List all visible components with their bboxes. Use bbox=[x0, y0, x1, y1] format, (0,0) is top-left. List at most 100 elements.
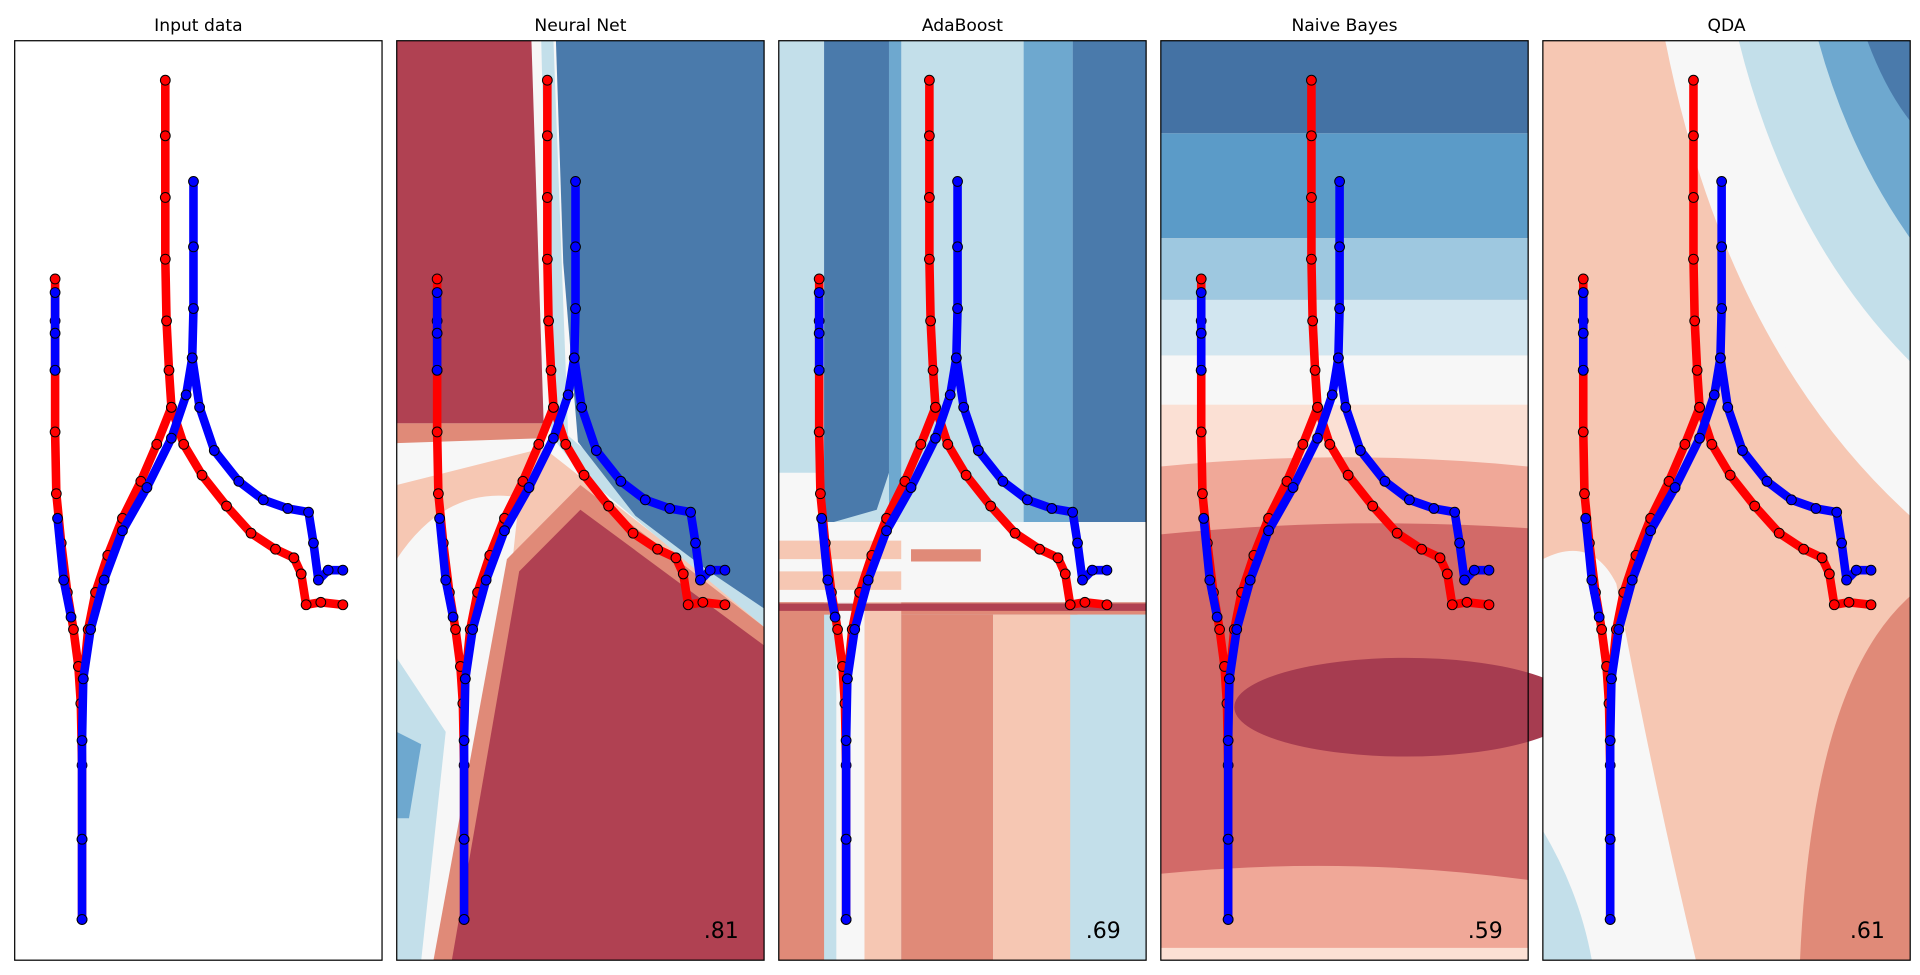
point bbox=[697, 596, 709, 608]
panel: Naive Bayes .59 bbox=[1160, 16, 1578, 961]
point bbox=[1816, 552, 1828, 564]
point bbox=[1326, 389, 1338, 401]
point bbox=[196, 469, 208, 481]
point bbox=[337, 564, 349, 576]
region bbox=[1072, 40, 1147, 523]
point bbox=[862, 574, 874, 586]
point bbox=[1577, 364, 1589, 376]
point bbox=[1596, 624, 1608, 635]
point bbox=[1306, 253, 1317, 265]
point bbox=[1059, 568, 1071, 580]
point bbox=[49, 364, 61, 376]
point bbox=[1604, 914, 1616, 925]
point bbox=[1195, 364, 1207, 376]
point bbox=[188, 241, 199, 253]
region bbox=[396, 40, 544, 424]
point bbox=[545, 364, 557, 376]
point bbox=[1716, 303, 1728, 314]
region bbox=[1818, 40, 1911, 239]
point bbox=[1688, 253, 1699, 265]
point bbox=[560, 438, 572, 450]
point bbox=[840, 735, 852, 746]
point bbox=[337, 599, 349, 611]
point bbox=[925, 315, 937, 327]
point bbox=[942, 438, 954, 450]
point bbox=[1865, 564, 1877, 576]
region bbox=[1542, 550, 1696, 961]
point bbox=[1195, 426, 1207, 438]
point bbox=[1312, 432, 1323, 444]
frame bbox=[1160, 40, 1529, 961]
region bbox=[911, 549, 981, 562]
point bbox=[194, 401, 205, 413]
point bbox=[1334, 175, 1345, 187]
point bbox=[1810, 503, 1822, 514]
point bbox=[533, 438, 545, 450]
point bbox=[1086, 564, 1098, 576]
point bbox=[163, 364, 175, 376]
point bbox=[1580, 512, 1592, 524]
point bbox=[1449, 506, 1461, 518]
point bbox=[568, 352, 580, 364]
point bbox=[208, 445, 220, 456]
region bbox=[1077, 614, 1147, 961]
point bbox=[930, 401, 941, 413]
score: .59 bbox=[1468, 918, 1503, 944]
point bbox=[719, 564, 731, 576]
point bbox=[1434, 552, 1446, 564]
point bbox=[958, 401, 970, 413]
point bbox=[288, 552, 300, 564]
region bbox=[451, 509, 765, 961]
point bbox=[840, 914, 852, 925]
point bbox=[312, 574, 324, 586]
point bbox=[65, 611, 77, 623]
score: .69 bbox=[1086, 918, 1121, 944]
region bbox=[1234, 657, 1578, 757]
point bbox=[1454, 537, 1465, 549]
point bbox=[58, 574, 70, 586]
point bbox=[719, 599, 731, 611]
point bbox=[841, 673, 853, 685]
region bbox=[888, 40, 902, 510]
point bbox=[300, 599, 312, 611]
point bbox=[815, 488, 826, 500]
point bbox=[832, 624, 843, 635]
point bbox=[1441, 568, 1453, 580]
point bbox=[924, 74, 935, 86]
point bbox=[590, 445, 602, 456]
point bbox=[1824, 568, 1835, 580]
point bbox=[652, 543, 663, 555]
point bbox=[816, 512, 828, 524]
point bbox=[180, 389, 192, 401]
point bbox=[1786, 494, 1797, 506]
point bbox=[1072, 537, 1083, 549]
point bbox=[221, 500, 232, 512]
region bbox=[778, 472, 825, 523]
point bbox=[432, 488, 444, 500]
point bbox=[1679, 438, 1691, 450]
point bbox=[562, 389, 574, 401]
point bbox=[1461, 596, 1473, 608]
point bbox=[49, 287, 61, 298]
point bbox=[1222, 914, 1234, 925]
point bbox=[813, 327, 825, 339]
panel: QDA .61 bbox=[1542, 16, 1911, 961]
point bbox=[1079, 596, 1091, 608]
score: .81 bbox=[704, 918, 739, 944]
point bbox=[1708, 389, 1720, 401]
point bbox=[682, 599, 694, 611]
point bbox=[690, 537, 701, 549]
point bbox=[1287, 482, 1299, 493]
point bbox=[1391, 527, 1403, 539]
point bbox=[315, 596, 327, 608]
point bbox=[541, 253, 553, 265]
point bbox=[1214, 624, 1225, 635]
point bbox=[985, 500, 997, 512]
point bbox=[615, 475, 627, 487]
point bbox=[1309, 364, 1321, 376]
point bbox=[1332, 352, 1344, 364]
point bbox=[141, 482, 153, 493]
point bbox=[49, 327, 61, 339]
point bbox=[677, 568, 689, 580]
point bbox=[1761, 475, 1773, 487]
